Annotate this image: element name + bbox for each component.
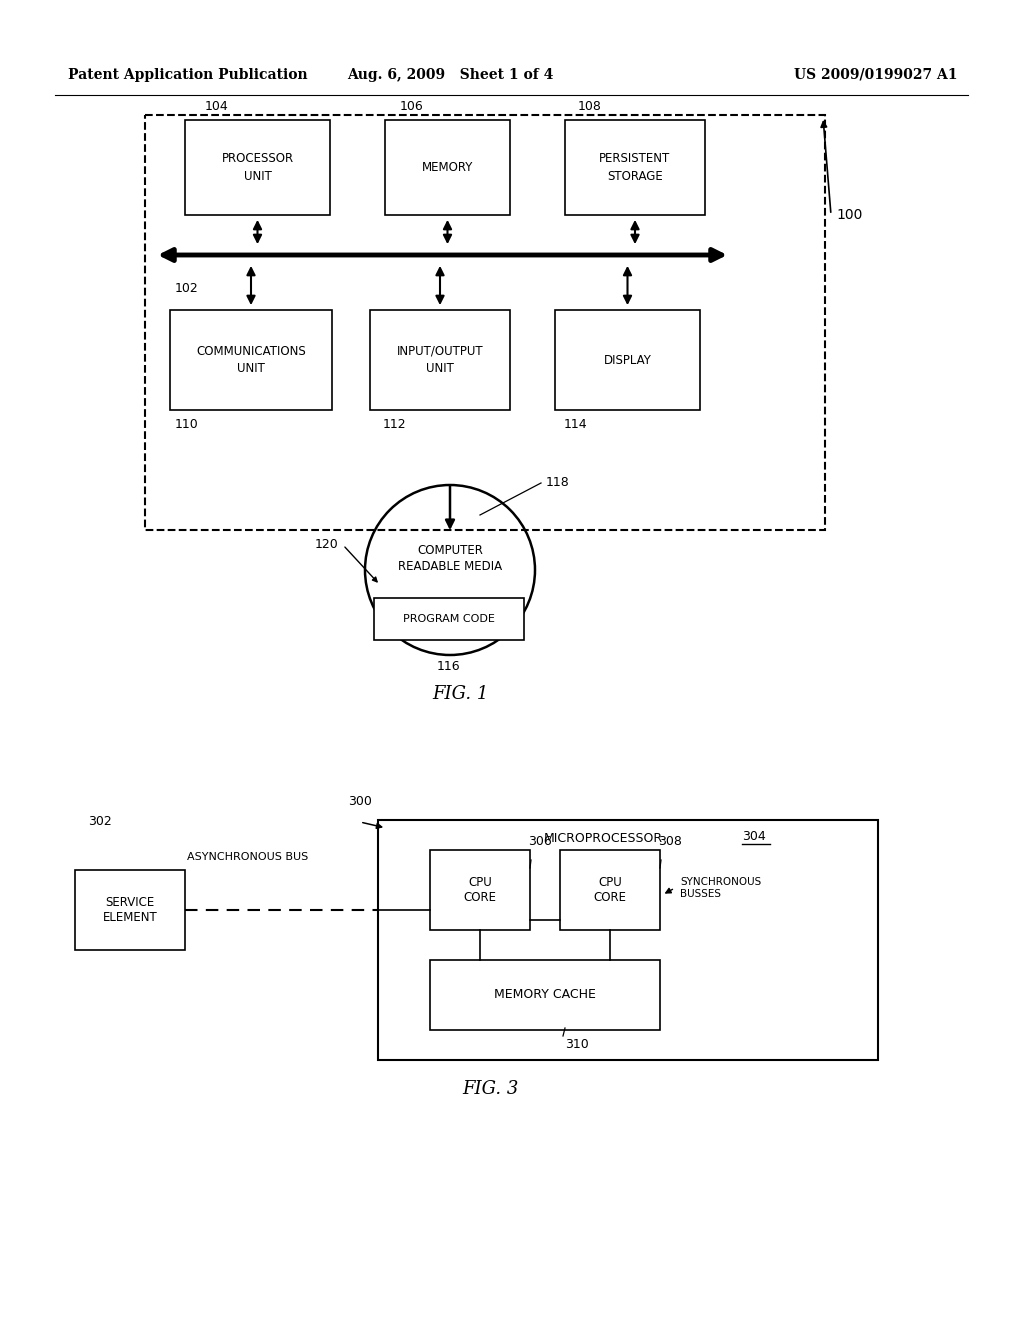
Text: 104: 104 bbox=[205, 100, 228, 114]
Text: Patent Application Publication: Patent Application Publication bbox=[68, 69, 307, 82]
Bar bbox=[378, 820, 878, 1060]
Text: PROCESSOR
UNIT: PROCESSOR UNIT bbox=[221, 153, 294, 182]
Text: INPUT/OUTPUT
UNIT: INPUT/OUTPUT UNIT bbox=[396, 345, 483, 375]
Text: 116: 116 bbox=[436, 660, 460, 673]
Text: PROGRAM CODE: PROGRAM CODE bbox=[403, 614, 495, 624]
Text: US 2009/0199027 A1: US 2009/0199027 A1 bbox=[795, 69, 958, 82]
Bar bbox=[145, 115, 825, 531]
Text: 310: 310 bbox=[565, 1038, 589, 1051]
Text: COMMUNICATIONS
UNIT: COMMUNICATIONS UNIT bbox=[197, 345, 306, 375]
Text: 108: 108 bbox=[578, 100, 602, 114]
Bar bbox=[560, 850, 660, 931]
Bar bbox=[385, 120, 510, 215]
Text: 102: 102 bbox=[175, 282, 199, 294]
Bar bbox=[170, 310, 332, 411]
Text: ASYNCHRONOUS BUS: ASYNCHRONOUS BUS bbox=[187, 851, 308, 862]
Text: 120: 120 bbox=[314, 539, 338, 552]
Bar bbox=[185, 120, 330, 215]
Text: SYNCHRONOUS
BUSSES: SYNCHRONOUS BUSSES bbox=[680, 876, 761, 899]
Text: CPU
CORE: CPU CORE bbox=[464, 876, 497, 904]
Text: FIG. 1: FIG. 1 bbox=[432, 685, 488, 704]
Text: 110: 110 bbox=[175, 418, 199, 432]
Text: 300: 300 bbox=[348, 795, 372, 808]
Text: MEMORY CACHE: MEMORY CACHE bbox=[494, 989, 596, 1002]
Bar bbox=[370, 310, 510, 411]
Text: 118: 118 bbox=[546, 477, 569, 490]
Bar bbox=[430, 960, 660, 1030]
Text: PERSISTENT
STORAGE: PERSISTENT STORAGE bbox=[599, 153, 671, 182]
Text: 100: 100 bbox=[836, 209, 862, 222]
Text: COMPUTER
READABLE MEDIA: COMPUTER READABLE MEDIA bbox=[398, 544, 502, 573]
Text: MEMORY: MEMORY bbox=[422, 161, 473, 174]
Text: 308: 308 bbox=[658, 836, 682, 847]
Text: 112: 112 bbox=[383, 418, 407, 432]
Text: 302: 302 bbox=[88, 814, 112, 828]
Text: MICROPROCESSOR: MICROPROCESSOR bbox=[544, 832, 663, 845]
Bar bbox=[75, 870, 185, 950]
Bar bbox=[430, 850, 530, 931]
Text: 114: 114 bbox=[564, 418, 588, 432]
Text: 306: 306 bbox=[528, 836, 552, 847]
Bar bbox=[374, 598, 524, 640]
Text: SERVICE
ELEMENT: SERVICE ELEMENT bbox=[102, 896, 158, 924]
Bar bbox=[565, 120, 705, 215]
Text: DISPLAY: DISPLAY bbox=[603, 354, 651, 367]
Text: Aug. 6, 2009   Sheet 1 of 4: Aug. 6, 2009 Sheet 1 of 4 bbox=[347, 69, 553, 82]
Bar bbox=[555, 310, 700, 411]
Text: 106: 106 bbox=[400, 100, 424, 114]
Text: FIG. 3: FIG. 3 bbox=[462, 1080, 518, 1098]
Text: 304: 304 bbox=[742, 829, 766, 842]
Text: CPU
CORE: CPU CORE bbox=[594, 876, 627, 904]
